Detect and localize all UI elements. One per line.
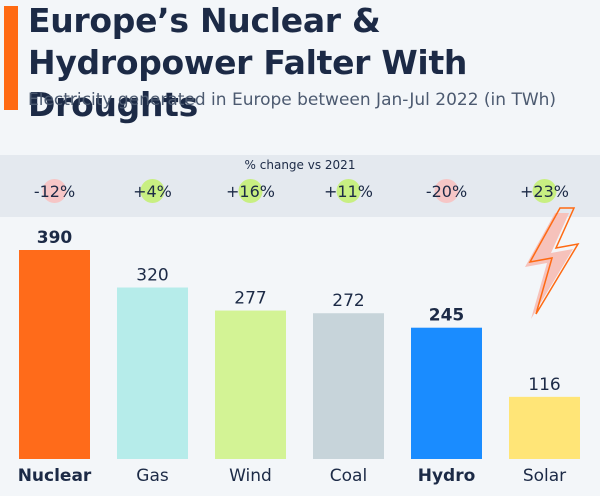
change-band	[0, 155, 600, 217]
change-label-gas: +4%	[133, 182, 172, 201]
category-label-nuclear: Nuclear	[18, 466, 92, 486]
category-label-coal: Coal	[330, 466, 367, 486]
category-label-wind: Wind	[229, 466, 272, 486]
category-label-hydro: Hydro	[418, 466, 476, 486]
change-label-wind: +16%	[226, 182, 275, 201]
change-dot-wind	[238, 179, 263, 203]
bar-wind	[215, 310, 286, 459]
value-label-coal: 272	[332, 291, 364, 311]
value-label-nuclear: 390	[37, 228, 73, 248]
value-label-solar: 116	[528, 375, 560, 395]
bar-hydro	[411, 327, 482, 459]
change-label: % change vs 2021	[244, 158, 356, 172]
change-dot-coal	[336, 179, 361, 203]
change-label-solar: +23%	[520, 182, 569, 201]
value-label-wind: 277	[234, 289, 266, 309]
bar-coal	[313, 313, 384, 459]
change-dot-solar	[532, 179, 557, 203]
change-dot-gas	[140, 179, 165, 203]
change-label-nuclear: -12%	[34, 182, 75, 201]
change-dot-hydro	[434, 179, 459, 203]
bar-solar	[509, 396, 580, 459]
category-label-gas: Gas	[136, 466, 169, 486]
chart-subtitle: Electricity generated in Europe between …	[28, 90, 557, 110]
value-label-hydro: 245	[429, 306, 465, 326]
change-label-hydro: -20%	[426, 182, 467, 201]
accent-bar	[4, 6, 18, 110]
bar-gas	[117, 287, 188, 459]
bar-nuclear	[19, 250, 90, 459]
change-dot-nuclear	[42, 179, 67, 203]
lightning-icon	[525, 207, 580, 319]
value-label-gas: 320	[136, 266, 168, 286]
change-label-coal: +11%	[324, 182, 373, 201]
category-label-solar: Solar	[523, 466, 566, 486]
chart-title: Europe’s Nuclear & Hydropower Falter Wit…	[28, 1, 468, 124]
